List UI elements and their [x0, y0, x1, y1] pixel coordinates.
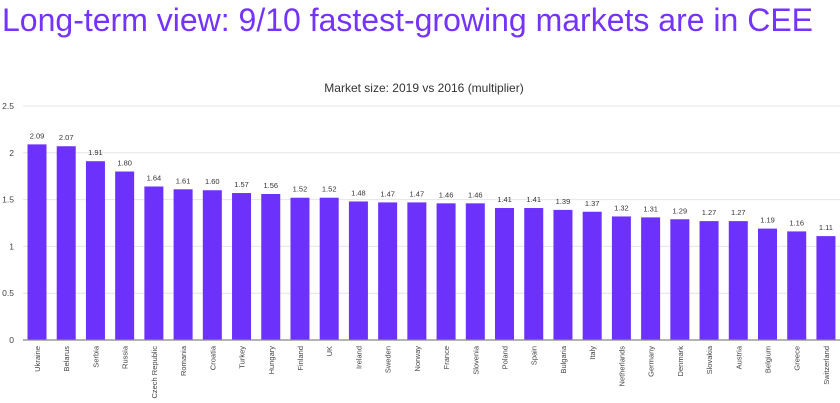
data-label: 2.07 — [59, 133, 74, 142]
x-tick-label: Sweden — [384, 346, 393, 373]
bar — [202, 190, 222, 340]
bar — [115, 171, 135, 340]
x-tick-label: Turkey — [238, 346, 247, 369]
bar — [144, 186, 164, 340]
x-tick-label: Spain — [530, 346, 539, 365]
bar — [670, 219, 690, 340]
x-tick-label: Ireland — [354, 346, 363, 369]
x-tick-label: Italy — [588, 346, 597, 360]
data-label: 1.80 — [117, 159, 132, 168]
data-label: 1.27 — [702, 208, 717, 217]
data-label: 1.48 — [351, 188, 366, 197]
data-label: 1.57 — [234, 180, 249, 189]
data-label: 1.37 — [585, 199, 600, 208]
data-label: 1.60 — [205, 177, 220, 186]
x-tick-label: Slovakia — [705, 345, 714, 374]
data-label: 2.09 — [30, 131, 45, 140]
bar — [699, 221, 719, 340]
bar — [758, 228, 777, 340]
x-tick-label: Belgium — [764, 346, 773, 373]
data-label: 1.56 — [263, 181, 278, 190]
data-label: 1.32 — [614, 203, 629, 212]
data-label: 1.52 — [322, 185, 337, 194]
bar — [553, 209, 573, 340]
bar — [816, 236, 836, 340]
bar — [56, 146, 76, 340]
data-label: 1.46 — [468, 190, 483, 199]
x-tick-label: Finland — [296, 346, 305, 371]
y-tick-label: 2.5 — [2, 101, 14, 111]
data-label: 1.52 — [293, 185, 308, 194]
x-tick-label: Switzerland — [822, 346, 831, 385]
bar — [436, 203, 456, 340]
bar — [173, 189, 193, 340]
data-label: 1.47 — [380, 189, 395, 198]
data-label: 1.29 — [673, 206, 688, 215]
x-tick-label: Greece — [793, 346, 802, 371]
bar — [611, 216, 631, 340]
data-label: 1.47 — [410, 189, 425, 198]
data-label: 1.41 — [526, 195, 541, 204]
bar — [641, 217, 661, 340]
bar — [495, 208, 515, 340]
data-label: 1.46 — [439, 190, 454, 199]
y-tick-label: 1 — [9, 241, 14, 251]
y-tick-label: 2 — [9, 148, 14, 158]
bar — [378, 202, 398, 340]
bar — [319, 197, 339, 340]
data-label: 1.19 — [760, 216, 775, 225]
bar — [524, 208, 544, 340]
bar — [407, 202, 427, 340]
x-tick-label: Poland — [501, 346, 510, 369]
bar — [582, 211, 602, 340]
data-label: 1.64 — [147, 173, 162, 182]
bar — [85, 161, 105, 340]
bar — [728, 221, 748, 340]
x-tick-label: Ukraine — [33, 346, 42, 372]
x-tick-label: Romania — [179, 345, 188, 376]
x-tick-label: Hungary — [267, 346, 276, 375]
x-tick-label: Netherlands — [617, 346, 626, 387]
chart-title: Market size: 2019 vs 2016 (multiplier) — [324, 81, 523, 95]
x-tick-label: Denmark — [676, 346, 685, 377]
bar — [232, 193, 252, 340]
y-tick-label: 0 — [9, 335, 14, 345]
data-label: 1.39 — [556, 197, 571, 206]
data-label: 1.31 — [643, 204, 658, 213]
data-label: 1.91 — [88, 148, 103, 157]
x-tick-label: Slovenia — [471, 345, 480, 375]
x-tick-label: Austria — [734, 345, 743, 369]
x-tick-label: Belarus — [62, 346, 71, 372]
data-label: 1.41 — [497, 195, 512, 204]
x-tick-label: Croatia — [208, 345, 217, 370]
x-tick-label: Norway — [413, 346, 422, 372]
data-label: 1.16 — [789, 218, 804, 227]
x-tick-label: Czech Republic — [150, 346, 159, 399]
headline: Long-term view: 9/10 fastest-growing mar… — [2, 2, 813, 38]
data-label: 1.27 — [731, 208, 746, 217]
x-tick-label: UK — [325, 346, 334, 356]
x-tick-label: Russia — [121, 345, 130, 369]
x-tick-label: Germany — [647, 346, 656, 377]
data-label: 1.61 — [176, 176, 191, 185]
y-tick-label: 1.5 — [2, 195, 14, 205]
bar — [348, 201, 368, 340]
x-tick-label: France — [442, 346, 451, 369]
y-tick-label: 0.5 — [2, 288, 14, 298]
bar — [465, 203, 485, 340]
data-label: 1.11 — [819, 223, 833, 232]
x-tick-label: Bulgaria — [559, 345, 568, 373]
x-tick-label: Serbia — [91, 345, 100, 368]
bar — [261, 193, 281, 340]
bar — [27, 144, 47, 340]
bar — [787, 231, 807, 340]
bar — [290, 197, 310, 340]
